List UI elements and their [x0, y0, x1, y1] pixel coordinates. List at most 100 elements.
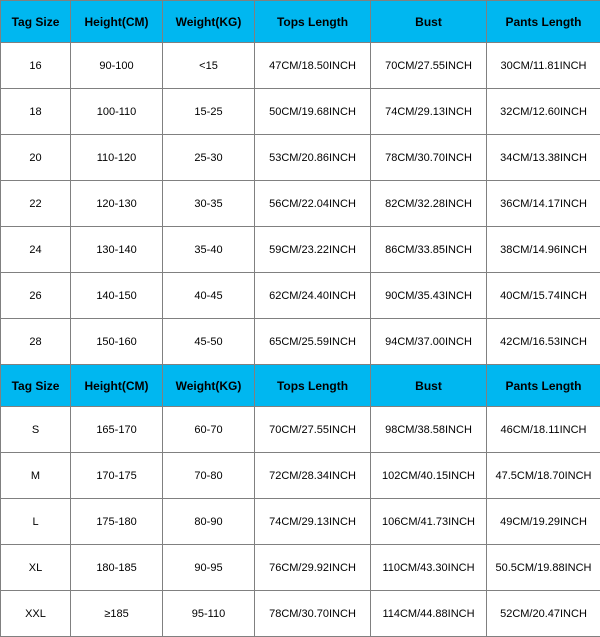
- table-cell: 45-50: [163, 319, 255, 365]
- table-cell: 50.5CM/19.88INCH: [487, 545, 600, 591]
- table-cell: 70CM/27.55INCH: [371, 43, 487, 89]
- col-bust: Bust: [371, 1, 487, 43]
- col-pants-length: Pants Length: [487, 365, 600, 407]
- table-cell: <15: [163, 43, 255, 89]
- table-cell: 49CM/19.29INCH: [487, 499, 600, 545]
- table-row: XXL≥18595-11078CM/30.70INCH114CM/44.88IN…: [1, 591, 600, 637]
- table-cell: 76CM/29.92INCH: [255, 545, 371, 591]
- table-header-2: Tag Size Height(CM) Weight(KG) Tops Leng…: [1, 365, 600, 407]
- table-cell: 130-140: [71, 227, 163, 273]
- size-chart-table: Tag Size Height(CM) Weight(KG) Tops Leng…: [0, 0, 600, 637]
- table-cell: 90-95: [163, 545, 255, 591]
- table-cell: 18: [1, 89, 71, 135]
- table-row: 24130-14035-4059CM/23.22INCH86CM/33.85IN…: [1, 227, 600, 273]
- table-cell: 165-170: [71, 407, 163, 453]
- table-cell: 98CM/38.58INCH: [371, 407, 487, 453]
- table-cell: 40-45: [163, 273, 255, 319]
- col-weight: Weight(KG): [163, 1, 255, 43]
- table-cell: M: [1, 453, 71, 499]
- table-cell: 60-70: [163, 407, 255, 453]
- table-cell: 120-130: [71, 181, 163, 227]
- table-cell: 52CM/20.47INCH: [487, 591, 600, 637]
- table-cell: 74CM/29.13INCH: [255, 499, 371, 545]
- table-cell: 56CM/22.04INCH: [255, 181, 371, 227]
- table-row: M170-17570-8072CM/28.34INCH102CM/40.15IN…: [1, 453, 600, 499]
- table-cell: 35-40: [163, 227, 255, 273]
- table-cell: 86CM/33.85INCH: [371, 227, 487, 273]
- table-row: S165-17060-7070CM/27.55INCH98CM/38.58INC…: [1, 407, 600, 453]
- col-bust: Bust: [371, 365, 487, 407]
- table-cell: 100-110: [71, 89, 163, 135]
- table-cell: 90-100: [71, 43, 163, 89]
- table-cell: 74CM/29.13INCH: [371, 89, 487, 135]
- table-cell: 102CM/40.15INCH: [371, 453, 487, 499]
- table-cell: 47CM/18.50INCH: [255, 43, 371, 89]
- table-cell: S: [1, 407, 71, 453]
- table-cell: 28: [1, 319, 71, 365]
- table-body-kids: 1690-100<1547CM/18.50INCH70CM/27.55INCH3…: [1, 43, 600, 365]
- table-cell: 40CM/15.74INCH: [487, 273, 600, 319]
- table-row: 1690-100<1547CM/18.50INCH70CM/27.55INCH3…: [1, 43, 600, 89]
- table-cell: 80-90: [163, 499, 255, 545]
- table-cell: 78CM/30.70INCH: [371, 135, 487, 181]
- col-pants-length: Pants Length: [487, 1, 600, 43]
- table-cell: XXL: [1, 591, 71, 637]
- table-cell: 46CM/18.11INCH: [487, 407, 600, 453]
- col-tag-size: Tag Size: [1, 365, 71, 407]
- table-cell: 24: [1, 227, 71, 273]
- table-cell: 38CM/14.96INCH: [487, 227, 600, 273]
- table-cell: 20: [1, 135, 71, 181]
- table-body-adults: S165-17060-7070CM/27.55INCH98CM/38.58INC…: [1, 407, 600, 637]
- col-tops-length: Tops Length: [255, 365, 371, 407]
- table-cell: 150-160: [71, 319, 163, 365]
- table-cell: 72CM/28.34INCH: [255, 453, 371, 499]
- table-row: 22120-13030-3556CM/22.04INCH82CM/32.28IN…: [1, 181, 600, 227]
- table-cell: L: [1, 499, 71, 545]
- table-cell: 42CM/16.53INCH: [487, 319, 600, 365]
- table-cell: 70CM/27.55INCH: [255, 407, 371, 453]
- table-cell: 26: [1, 273, 71, 319]
- table-cell: 53CM/20.86INCH: [255, 135, 371, 181]
- table-cell: 25-30: [163, 135, 255, 181]
- col-tag-size: Tag Size: [1, 1, 71, 43]
- table-row: XL180-18590-9576CM/29.92INCH110CM/43.30I…: [1, 545, 600, 591]
- table-row: L175-18080-9074CM/29.13INCH106CM/41.73IN…: [1, 499, 600, 545]
- table-header-1: Tag Size Height(CM) Weight(KG) Tops Leng…: [1, 1, 600, 43]
- table-cell: 30CM/11.81INCH: [487, 43, 600, 89]
- table-cell: 47.5CM/18.70INCH: [487, 453, 600, 499]
- table-cell: 180-185: [71, 545, 163, 591]
- table-cell: 30-35: [163, 181, 255, 227]
- table-cell: 82CM/32.28INCH: [371, 181, 487, 227]
- table-cell: 95-110: [163, 591, 255, 637]
- table-cell: 170-175: [71, 453, 163, 499]
- table-cell: 94CM/37.00INCH: [371, 319, 487, 365]
- table-cell: 22: [1, 181, 71, 227]
- table-cell: 140-150: [71, 273, 163, 319]
- table-cell: 90CM/35.43INCH: [371, 273, 487, 319]
- table-cell: 34CM/13.38INCH: [487, 135, 600, 181]
- table-cell: 62CM/24.40INCH: [255, 273, 371, 319]
- table-cell: 36CM/14.17INCH: [487, 181, 600, 227]
- table-row: 20110-12025-3053CM/20.86INCH78CM/30.70IN…: [1, 135, 600, 181]
- table-cell: 78CM/30.70INCH: [255, 591, 371, 637]
- table-row: 18100-11015-2550CM/19.68INCH74CM/29.13IN…: [1, 89, 600, 135]
- table-cell: 114CM/44.88INCH: [371, 591, 487, 637]
- table-cell: 65CM/25.59INCH: [255, 319, 371, 365]
- col-weight: Weight(KG): [163, 365, 255, 407]
- col-height: Height(CM): [71, 1, 163, 43]
- table-cell: ≥185: [71, 591, 163, 637]
- table-cell: 70-80: [163, 453, 255, 499]
- table-cell: XL: [1, 545, 71, 591]
- table-row: 28150-16045-5065CM/25.59INCH94CM/37.00IN…: [1, 319, 600, 365]
- col-tops-length: Tops Length: [255, 1, 371, 43]
- table-cell: 15-25: [163, 89, 255, 135]
- table-cell: 106CM/41.73INCH: [371, 499, 487, 545]
- table-cell: 175-180: [71, 499, 163, 545]
- col-height: Height(CM): [71, 365, 163, 407]
- table-row: 26140-15040-4562CM/24.40INCH90CM/35.43IN…: [1, 273, 600, 319]
- table-cell: 16: [1, 43, 71, 89]
- table-cell: 59CM/23.22INCH: [255, 227, 371, 273]
- table-cell: 32CM/12.60INCH: [487, 89, 600, 135]
- table-cell: 110-120: [71, 135, 163, 181]
- table-cell: 110CM/43.30INCH: [371, 545, 487, 591]
